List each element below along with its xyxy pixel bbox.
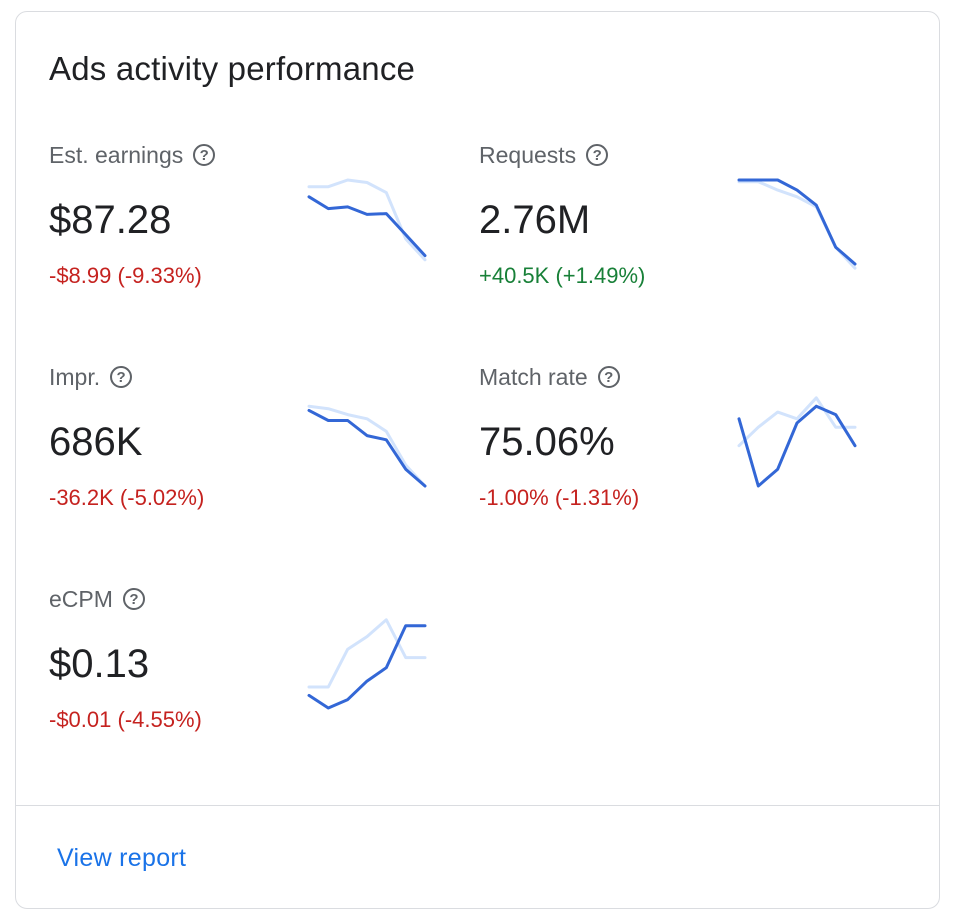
metric-change: -36.2K (-5.02%)	[49, 485, 205, 510]
sparkline-previous-line	[307, 404, 427, 488]
sparkline-current-line	[307, 195, 427, 258]
sparkline-current-line	[307, 624, 427, 710]
footer-divider	[16, 805, 939, 806]
view-report-link[interactable]: View report	[57, 844, 187, 872]
card-title: Ads activity performance	[49, 50, 416, 87]
metric-value: $87.28	[49, 198, 172, 242]
metric-match-rate[interactable]: Match rate ? 75.06% -1.00% (-1.31%)	[479, 362, 879, 552]
metric-change: -1.00% (-1.31%)	[479, 485, 640, 510]
metric-change: +40.5K (+1.49%)	[479, 263, 646, 288]
sparkline-previous-line	[737, 180, 857, 270]
sparkline-chart	[307, 404, 427, 488]
metric-change: -$0.01 (-4.55%)	[49, 707, 202, 732]
help-circle-icon[interactable]: ?	[597, 366, 620, 388]
metric-value: 75.06%	[479, 420, 615, 464]
metric-value: $0.13	[49, 642, 150, 686]
sparkline-chart	[307, 618, 427, 710]
sparkline-chart	[307, 178, 427, 262]
help-circle-icon[interactable]: ?	[193, 144, 216, 166]
sparkline-current-line	[737, 404, 857, 488]
metric-label: Match rate	[479, 363, 588, 390]
metric-est-earnings[interactable]: Est. earnings ? $87.28 -$8.99 (-9.33%)	[49, 140, 449, 330]
metric-ecpm[interactable]: eCPM ? $0.13 -$0.01 (-4.55%)	[49, 584, 449, 774]
help-circle-icon[interactable]: ?	[122, 588, 145, 610]
metric-label: eCPM	[49, 585, 113, 612]
metric-value: 686K	[49, 420, 143, 464]
ads-activity-performance-card: Ads activity performance Est. earnings ?…	[15, 11, 940, 909]
sparkline-current-line	[737, 178, 857, 266]
sparkline-previous-line	[307, 178, 427, 262]
metric-requests[interactable]: Requests ? 2.76M +40.5K (+1.49%)	[479, 140, 879, 330]
sparkline-current-line	[307, 408, 427, 488]
sparkline-chart	[737, 396, 857, 488]
metric-label: Requests	[479, 141, 577, 168]
help-circle-icon[interactable]: ?	[586, 144, 609, 166]
metric-change: -$8.99 (-9.33%)	[49, 263, 202, 288]
metric-label: Impr.	[49, 363, 101, 390]
metric-impressions[interactable]: Impr. ? 686K -36.2K (-5.02%)	[49, 362, 449, 552]
help-circle-icon[interactable]: ?	[110, 366, 133, 388]
sparkline-previous-line	[307, 618, 427, 689]
sparkline-chart	[737, 178, 857, 270]
sparkline-previous-line	[737, 396, 857, 448]
metric-value: 2.76M	[479, 198, 591, 242]
metric-label: Est. earnings	[49, 141, 184, 168]
